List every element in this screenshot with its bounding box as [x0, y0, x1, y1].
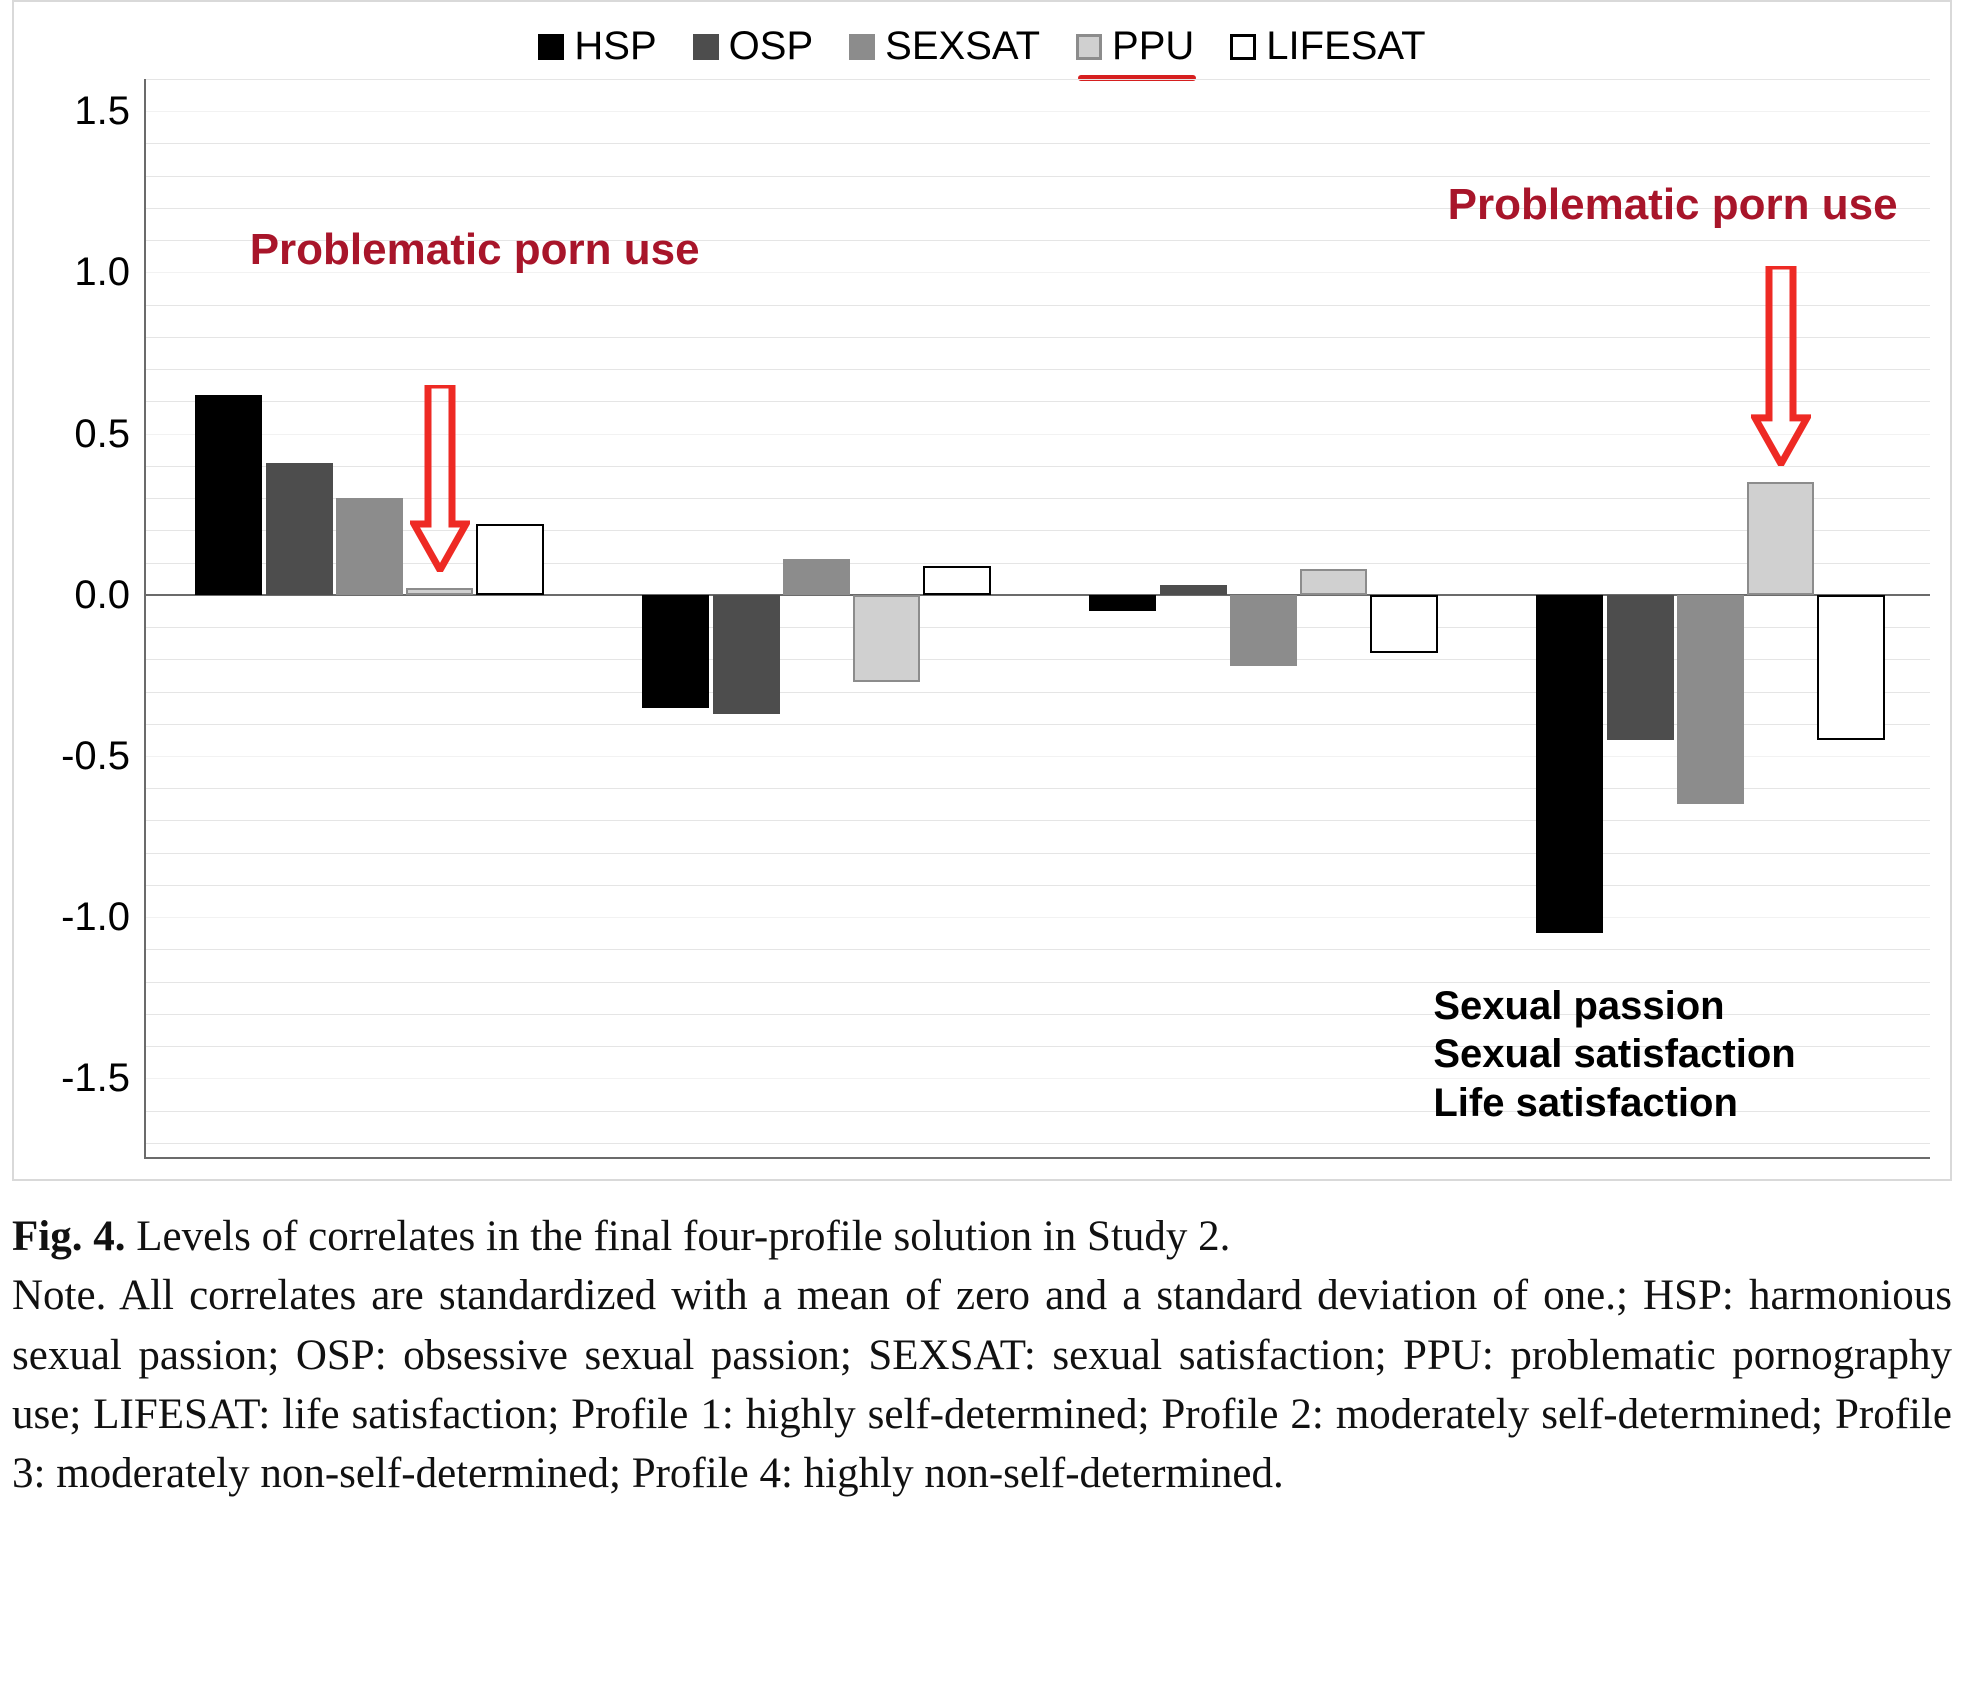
- legend-swatch: [693, 34, 719, 60]
- legend-swatch: [849, 34, 875, 60]
- bar-profile3-hsp: [1089, 595, 1156, 611]
- bar-profile3-ppu: [1300, 569, 1367, 595]
- legend-label: SEXSAT: [885, 24, 1040, 69]
- bar-profile2-sexsat: [783, 559, 850, 594]
- gridline: [146, 820, 1930, 821]
- bar-profile1-ppu: [406, 588, 473, 594]
- lower-annotation-line: Life satisfaction: [1433, 1079, 1795, 1128]
- bar-profile2-hsp: [642, 595, 709, 708]
- legend-item-osp: OSP: [693, 24, 813, 69]
- gridline: [146, 111, 1930, 112]
- bar-profile4-hsp: [1536, 595, 1603, 934]
- y-tick-label: 1.0: [74, 250, 130, 295]
- caption-title: Levels of correlates in the final four-p…: [125, 1213, 1230, 1260]
- y-tick-label: -1.0: [61, 895, 130, 940]
- legend-swatch: [538, 34, 564, 60]
- gridline: [146, 949, 1930, 950]
- gridline: [146, 176, 1930, 177]
- gridline: [146, 337, 1930, 338]
- y-tick-label: 0.5: [74, 412, 130, 457]
- gridline: [146, 305, 1930, 306]
- gridline: [146, 788, 1930, 789]
- gridline: [146, 79, 1930, 80]
- bar-profile4-lifesat: [1817, 595, 1884, 740]
- legend-item-hsp: HSP: [538, 24, 656, 69]
- caption-note: Note. All correlates are standardized wi…: [12, 1272, 1952, 1497]
- legend-swatch: [1076, 34, 1102, 60]
- gridline: [146, 853, 1930, 854]
- bar-profile4-osp: [1607, 595, 1674, 740]
- bar-profile2-lifesat: [923, 566, 990, 595]
- gridline: [146, 917, 1930, 918]
- legend-swatch: [1230, 34, 1256, 60]
- gridline: [146, 143, 1930, 144]
- bar-profile1-hsp: [195, 395, 262, 595]
- legend-label: OSP: [729, 24, 813, 69]
- legend-item-sexsat: SEXSAT: [849, 24, 1040, 69]
- down-arrow-icon: [1751, 266, 1811, 466]
- y-tick-label: -0.5: [61, 734, 130, 779]
- gridline: [146, 369, 1930, 370]
- legend-item-lifesat: LIFESAT: [1230, 24, 1425, 69]
- annotation-text: Problematic porn use: [1448, 180, 1898, 230]
- bar-profile2-osp: [713, 595, 780, 714]
- y-tick-label: 0.0: [74, 573, 130, 618]
- down-arrow-icon: [410, 385, 470, 572]
- bar-profile3-sexsat: [1230, 595, 1297, 666]
- chart-container: HSP OSP SEXSAT PPU LIFESAT 1.5 1.0 0.5 0.0 -0.5 -…: [12, 0, 1952, 1181]
- legend-label: LIFESAT: [1266, 24, 1425, 69]
- bar-profile3-lifesat: [1370, 595, 1437, 653]
- annotation-text: Problematic porn use: [250, 225, 700, 275]
- bar-profile3-osp: [1160, 585, 1227, 595]
- gridline: [146, 756, 1930, 757]
- bar-profile1-sexsat: [336, 498, 403, 595]
- lower-annotation-line: Sexual satisfaction: [1433, 1030, 1795, 1079]
- y-tick-label: -1.5: [61, 1056, 130, 1101]
- gridline: [146, 1143, 1930, 1144]
- figure-caption: Fig. 4. Levels of correlates in the fina…: [12, 1207, 1952, 1504]
- lower-annotation-line: Sexual passion: [1433, 982, 1795, 1031]
- y-tick-label: 1.5: [74, 89, 130, 134]
- plot-area: Problematic porn use Problematic porn use…: [144, 79, 1930, 1159]
- y-axis-labels: 1.5 1.0 0.5 0.0 -0.5 -1.0 -1.5: [34, 79, 144, 1159]
- bar-profile4-sexsat: [1677, 595, 1744, 805]
- legend-label: PPU: [1112, 24, 1194, 69]
- legend-label: HSP: [574, 24, 656, 69]
- bar-profile1-osp: [266, 463, 333, 595]
- bar-profile2-ppu: [853, 595, 920, 682]
- bar-profile1-lifesat: [476, 524, 543, 595]
- bar-profile4-ppu: [1747, 482, 1814, 595]
- gridline: [146, 885, 1930, 886]
- legend-item-ppu: PPU: [1076, 24, 1194, 69]
- legend: HSP OSP SEXSAT PPU LIFESAT: [14, 2, 1950, 79]
- lower-annotation-labels: Sexual passionSexual satisfactionLife sa…: [1433, 982, 1795, 1128]
- caption-fig-label: Fig. 4.: [12, 1213, 125, 1260]
